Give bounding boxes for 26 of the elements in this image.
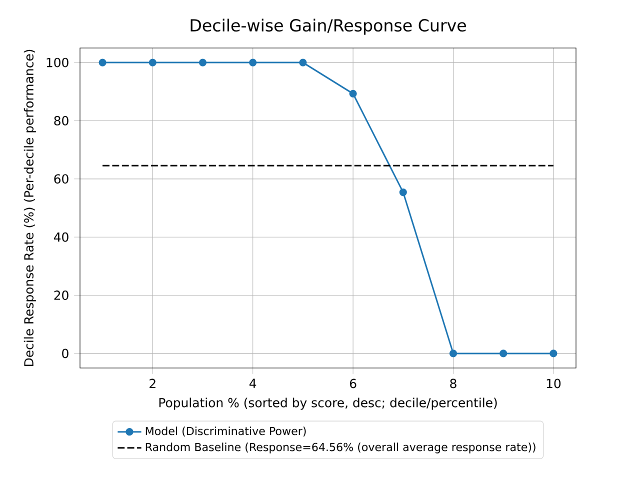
point	[500, 350, 508, 358]
point	[198, 58, 207, 66]
x-tick-label: 2	[150, 378, 156, 388]
point	[399, 188, 407, 196]
x-tick-label: 10	[546, 378, 561, 388]
y-axis-title: Decile Response Rate (%) (Per-decile performance)	[24, 50, 36, 366]
point	[349, 90, 357, 98]
x-axis-title: Population % (sorted by score, desc; decile/percentile)	[159, 398, 497, 410]
x-tick-label: 4	[249, 378, 256, 388]
y-tick-label: 100	[46, 58, 68, 68]
point	[299, 58, 307, 66]
chart-title: Decile-wise Gain/Response Curve	[190, 18, 466, 35]
point	[449, 350, 458, 358]
y-tick-label: 40	[54, 232, 68, 242]
x-tick-label: 6	[350, 378, 356, 388]
point	[249, 58, 257, 66]
y-tick-label: 80	[54, 116, 68, 126]
point	[550, 350, 558, 358]
x-tick-label: 8	[450, 378, 456, 388]
y-tick-label: 20	[54, 290, 68, 300]
y-tick-label: 60	[54, 174, 68, 184]
point	[148, 58, 156, 66]
legend-label: Random Baseline (Response=64.56% (overall average response rate))	[146, 442, 536, 454]
y-tick-label: 0	[62, 348, 68, 358]
legend-label: Model (Discriminative Power)	[146, 426, 306, 436]
point	[98, 58, 106, 66]
